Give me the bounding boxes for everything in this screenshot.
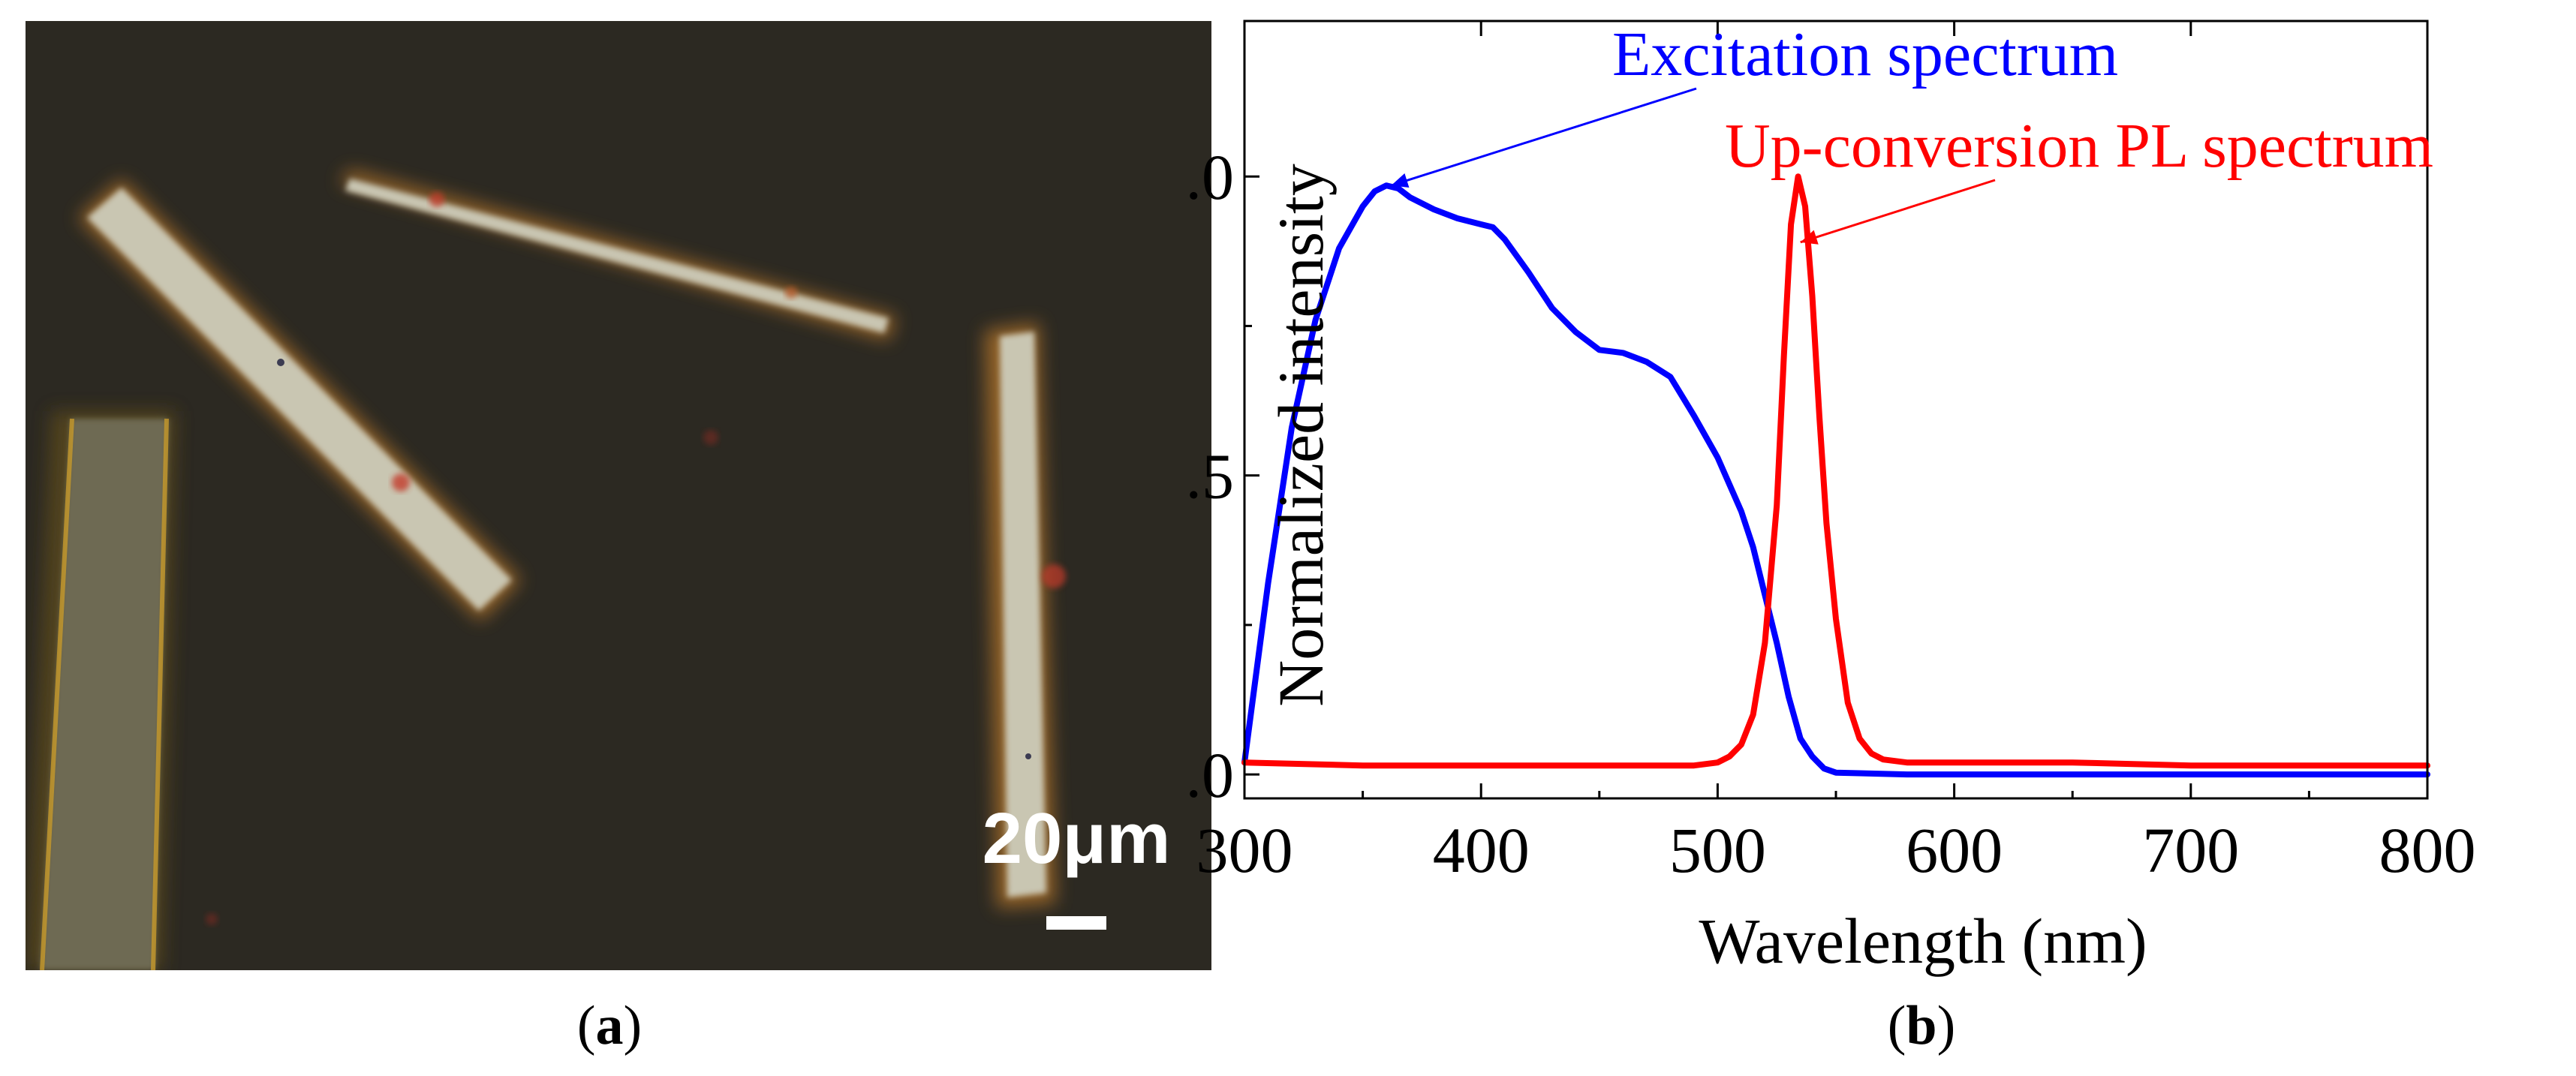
x-tick-label: 800 (2379, 814, 2476, 886)
x-tick-label: 400 (1433, 814, 1530, 886)
speck (703, 430, 718, 445)
scale-bar (1046, 916, 1106, 930)
up-conversion-annotation-arrow (1800, 179, 1996, 244)
up-conversion-annotation-arrow-head (1800, 230, 1819, 245)
excitation-spectrum-line (1241, 182, 2430, 778)
up-conversion-pl-line (1241, 173, 2430, 769)
y-tick-label: 1.0 (1186, 141, 1234, 213)
y-tick-label: 0.5 (1186, 440, 1234, 512)
x-tick-label: 500 (1669, 814, 1766, 886)
y-tick-label: 0.0 (1186, 739, 1234, 811)
excitation-spectrum-annotation: Excitation spectrum (1612, 20, 2118, 89)
excitation-annotation-arrow-head (1391, 173, 1410, 188)
microrod-2 (339, 170, 896, 341)
caption-a: (a) (576, 995, 642, 1056)
spectra-chart: 300 400 500 600 700 800 0.0 0.5 1.0 Wavelength (… (1186, 20, 2476, 977)
speck (206, 913, 218, 925)
microrod-4 (26, 411, 176, 970)
x-tick-label: 300 (1196, 814, 1293, 886)
x-axis-title: Wavelength (nm) (1699, 905, 2147, 977)
excitation-annotation-arrow (1390, 87, 1697, 187)
caption-b: (b) (1887, 995, 1956, 1056)
x-tick-label: 700 (2142, 814, 2239, 886)
x-tick-label: 600 (1906, 814, 2003, 886)
scale-bar-label: 20μm (983, 798, 1171, 879)
up-conversion-spectrum-annotation: Up-conversion PL spectrum (1725, 111, 2433, 181)
y-axis-title: Normalized intensity (1265, 164, 1337, 707)
micrograph-panel: 20μm (26, 21, 1211, 970)
microrod-3 (985, 323, 1066, 908)
microrod-1 (78, 179, 521, 621)
